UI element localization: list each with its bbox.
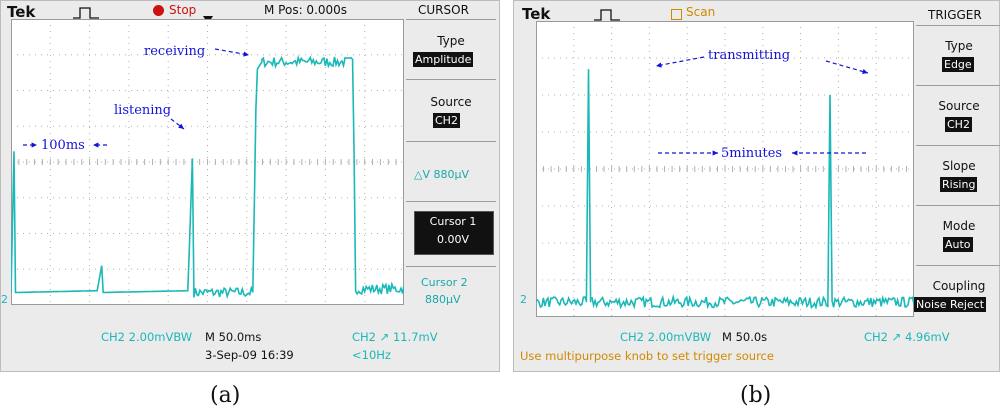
- delta-v-readout: △V 880µV: [414, 168, 469, 181]
- menu-coupling-value[interactable]: Noise Reject: [914, 297, 987, 312]
- menu-slope-label[interactable]: Slope: [942, 159, 976, 173]
- waveform-display-b: transmitting 5minutes: [536, 21, 914, 317]
- channel-scale-readout: CH2 2.00mVBW: [620, 330, 712, 344]
- acquisition-status: Scan: [686, 5, 716, 19]
- annotation-label: receiving: [144, 44, 205, 59]
- menu-type-label[interactable]: Type: [437, 34, 465, 48]
- channel-scale-readout: CH2 2.00mVBW: [101, 330, 193, 344]
- cursor-1-button[interactable]: [414, 211, 494, 255]
- timebase-readout: M 50.0s: [722, 330, 768, 344]
- brand-logo: Tek: [522, 5, 551, 23]
- annotation-arrow: [825, 60, 869, 74]
- annotation-arrowhead: [712, 150, 718, 156]
- annotation-arrowhead: [792, 150, 798, 156]
- caption-b: (b): [740, 383, 772, 408]
- trigger-level-readout: CH2 ↗ 4.96mV: [864, 330, 950, 344]
- m-pos-readout: M Pos: 0.000s: [264, 3, 348, 17]
- cursor-1-label: Cursor 1: [429, 215, 477, 228]
- trigger-level-readout: CH2 ↗ 11.7mV: [352, 330, 438, 344]
- annotation-arrow: [655, 56, 705, 67]
- menu-header: TRIGGER: [928, 8, 982, 22]
- date-readout: 3-Sep-09 16:39: [205, 348, 294, 362]
- channel-2-marker: 2: [1, 293, 8, 306]
- waveform-trace: [11, 54, 404, 300]
- cursor-1-value: 0.00V: [436, 233, 470, 246]
- menu-header: CURSOR: [418, 3, 469, 17]
- menu-slope-value[interactable]: Rising: [940, 177, 978, 192]
- menu-source-label[interactable]: Source: [430, 95, 472, 109]
- menu-divider: [406, 266, 496, 267]
- menu-divider: [916, 265, 1000, 266]
- menu-divider: [406, 79, 496, 80]
- annotation-arrowhead: [31, 142, 37, 148]
- menu-mode-value[interactable]: Auto: [943, 237, 973, 252]
- trigger-waveform-icon: [73, 7, 99, 19]
- caption-a: (a): [210, 383, 241, 408]
- waveform-trace: [536, 69, 914, 310]
- trigger-waveform-icon: [594, 9, 620, 21]
- scan-indicator-icon: [671, 9, 682, 20]
- help-hint: Use multipurpose knob to set trigger sou…: [520, 349, 774, 363]
- cursor-2-label[interactable]: Cursor 2: [421, 276, 468, 289]
- annotation-arrowhead: [93, 142, 99, 148]
- menu-type-value[interactable]: Amplitude: [413, 52, 474, 67]
- annotation-label: 5minutes: [721, 146, 782, 161]
- menu-type-label[interactable]: Type: [945, 39, 973, 53]
- menu-divider: [406, 19, 496, 20]
- annotation-arrowhead: [178, 123, 184, 129]
- menu-divider: [406, 141, 496, 142]
- menu-mode-label[interactable]: Mode: [942, 219, 976, 233]
- annotation-label: transmitting: [708, 48, 790, 63]
- oscilloscope-a: Tek Stop M Pos: 0.000s receiving listenin…: [0, 0, 500, 372]
- screen-border: [11, 19, 404, 305]
- menu-source-value[interactable]: CH2: [945, 117, 972, 132]
- annotation-arrowhead: [243, 51, 249, 57]
- menu-divider: [916, 205, 1000, 206]
- menu-source-label[interactable]: Source: [938, 99, 980, 113]
- menu-divider: [916, 25, 1000, 26]
- annotation-arrowhead: [656, 62, 662, 68]
- frequency-readout: <10Hz: [352, 348, 391, 362]
- menu-divider: [916, 85, 1000, 86]
- cursor-2-value: 880µV: [425, 293, 461, 306]
- annotation-label: 100ms: [41, 138, 85, 153]
- menu-type-value[interactable]: Edge: [942, 57, 974, 72]
- menu-source-value[interactable]: CH2: [433, 113, 460, 128]
- annotation-arrowhead: [862, 69, 868, 75]
- brand-logo: Tek: [7, 3, 36, 21]
- menu-divider: [406, 201, 496, 202]
- stop-indicator-icon: [153, 5, 164, 16]
- channel-2-marker: 2: [520, 293, 527, 306]
- timebase-readout: M 50.0ms: [205, 330, 262, 344]
- annotation-label: listening: [114, 103, 171, 118]
- annotation-arrow: [214, 48, 250, 56]
- screen-border: [536, 21, 914, 317]
- acquisition-status: Stop: [169, 3, 197, 17]
- annotation-arrow: [170, 118, 185, 130]
- menu-divider: [916, 145, 1000, 146]
- waveform-display-a: receiving listening 100ms: [11, 19, 404, 305]
- oscilloscope-b: Tek Scan transmitting 5minutes 2 TRIGGER …: [513, 0, 1000, 372]
- menu-coupling-label[interactable]: Coupling: [932, 279, 986, 293]
